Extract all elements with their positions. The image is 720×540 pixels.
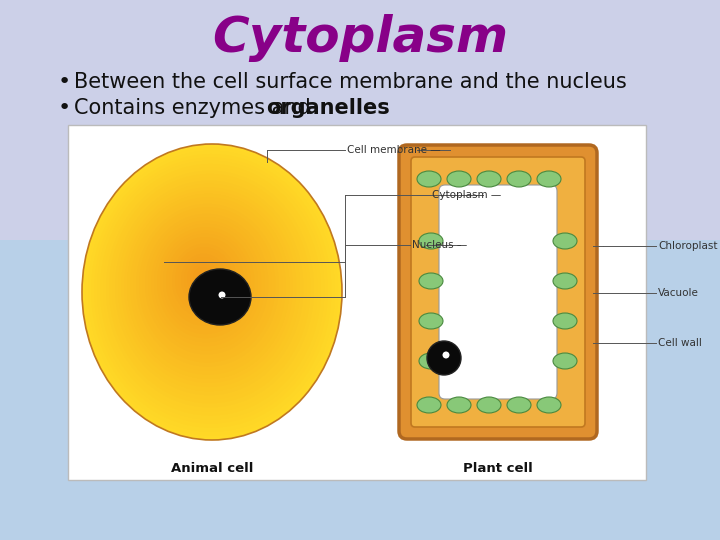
Ellipse shape <box>82 144 342 440</box>
Ellipse shape <box>175 247 233 314</box>
Ellipse shape <box>553 273 577 289</box>
Ellipse shape <box>112 177 307 399</box>
Ellipse shape <box>537 397 561 413</box>
Text: Contains enzymes and: Contains enzymes and <box>74 98 318 118</box>
Ellipse shape <box>172 244 237 318</box>
Text: Animal cell: Animal cell <box>171 462 253 475</box>
Text: Vacuole: Vacuole <box>658 288 699 298</box>
Ellipse shape <box>218 292 225 299</box>
Ellipse shape <box>507 397 531 413</box>
Ellipse shape <box>97 160 325 420</box>
Ellipse shape <box>184 257 223 301</box>
Ellipse shape <box>163 234 248 330</box>
Ellipse shape <box>94 157 328 424</box>
Ellipse shape <box>427 341 461 375</box>
Bar <box>0 0 720 240</box>
Ellipse shape <box>507 171 531 187</box>
Ellipse shape <box>537 171 561 187</box>
Text: •: • <box>58 98 71 118</box>
Ellipse shape <box>103 167 318 411</box>
Ellipse shape <box>447 171 471 187</box>
Ellipse shape <box>151 220 261 346</box>
Text: Chloroplast: Chloroplast <box>658 241 718 251</box>
FancyBboxPatch shape <box>411 157 585 427</box>
Ellipse shape <box>477 171 501 187</box>
Text: Nucleus —: Nucleus — <box>412 240 467 250</box>
Ellipse shape <box>417 397 441 413</box>
Bar <box>68 125 646 480</box>
Ellipse shape <box>88 151 335 432</box>
Ellipse shape <box>419 233 443 249</box>
Ellipse shape <box>139 207 276 362</box>
Ellipse shape <box>553 233 577 249</box>
Ellipse shape <box>106 171 314 407</box>
Ellipse shape <box>196 271 209 285</box>
Ellipse shape <box>109 174 310 403</box>
Ellipse shape <box>477 397 501 413</box>
Ellipse shape <box>187 260 220 298</box>
Ellipse shape <box>190 264 216 293</box>
Ellipse shape <box>121 187 297 387</box>
Text: Between the cell surface membrane and the nucleus: Between the cell surface membrane and th… <box>74 72 626 92</box>
Ellipse shape <box>91 154 331 428</box>
Ellipse shape <box>100 164 321 416</box>
Ellipse shape <box>553 353 577 369</box>
Text: organelles: organelles <box>266 98 390 118</box>
Ellipse shape <box>130 197 286 375</box>
Ellipse shape <box>154 224 258 342</box>
Ellipse shape <box>115 180 304 395</box>
Ellipse shape <box>417 171 441 187</box>
Ellipse shape <box>193 267 212 289</box>
Text: •: • <box>58 72 71 92</box>
Ellipse shape <box>136 204 279 367</box>
Ellipse shape <box>166 237 244 326</box>
Ellipse shape <box>118 184 300 391</box>
Ellipse shape <box>181 254 227 306</box>
Ellipse shape <box>419 353 443 369</box>
Ellipse shape <box>553 313 577 329</box>
Ellipse shape <box>157 227 254 338</box>
Ellipse shape <box>145 214 269 354</box>
Ellipse shape <box>85 147 338 436</box>
Ellipse shape <box>419 273 443 289</box>
Text: Cytoplasm —: Cytoplasm — <box>432 190 501 200</box>
Ellipse shape <box>127 194 289 379</box>
Ellipse shape <box>178 251 230 309</box>
Text: Cytoplasm: Cytoplasm <box>212 14 508 62</box>
Text: Cell wall: Cell wall <box>658 338 702 348</box>
Ellipse shape <box>124 191 293 383</box>
Ellipse shape <box>419 313 443 329</box>
Ellipse shape <box>189 269 251 325</box>
Ellipse shape <box>148 217 265 350</box>
Ellipse shape <box>133 200 282 371</box>
Ellipse shape <box>142 211 272 359</box>
Text: Cell membrane —: Cell membrane — <box>347 145 441 155</box>
Text: Plant cell: Plant cell <box>463 462 533 475</box>
Ellipse shape <box>160 231 251 334</box>
FancyBboxPatch shape <box>399 145 597 439</box>
Ellipse shape <box>447 397 471 413</box>
Ellipse shape <box>169 240 240 322</box>
Ellipse shape <box>443 352 449 359</box>
Ellipse shape <box>199 274 205 281</box>
FancyBboxPatch shape <box>439 185 557 399</box>
